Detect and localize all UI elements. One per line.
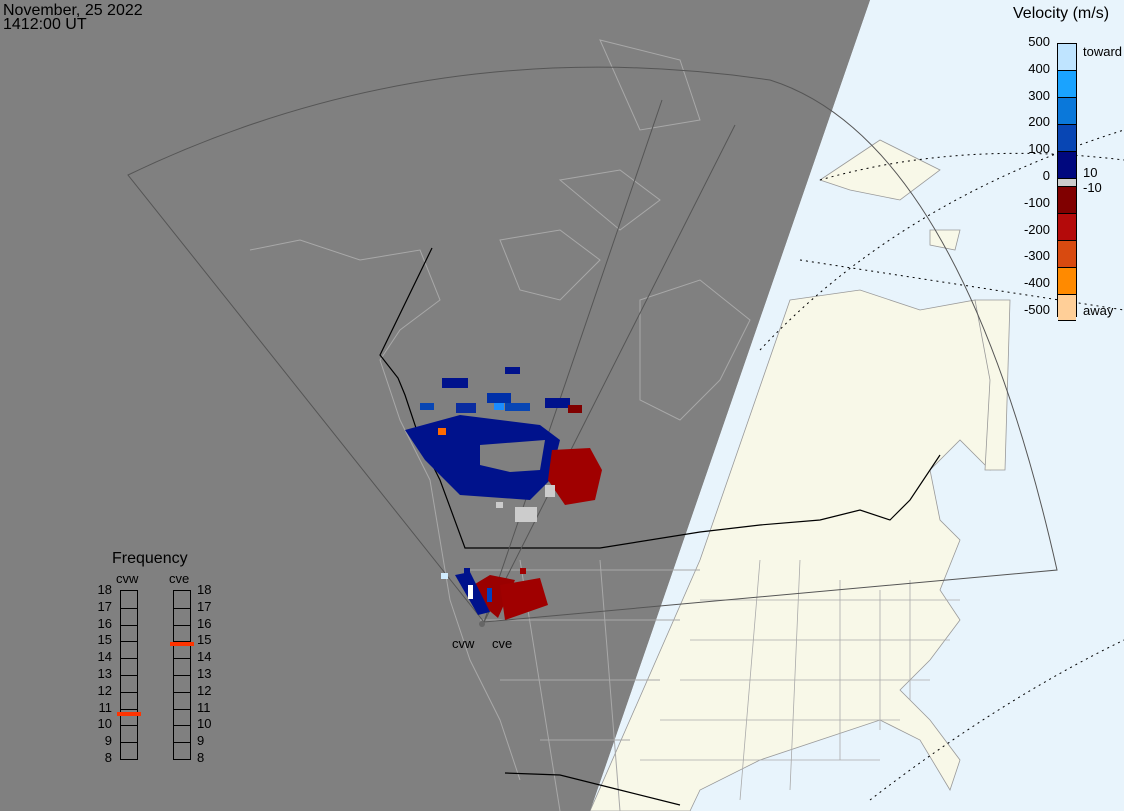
- radar-label-cvw: cvw: [452, 636, 475, 651]
- frequency-tick: 10: [197, 716, 212, 732]
- away-label: away: [1083, 303, 1114, 318]
- colorbar-segment: [1058, 152, 1076, 179]
- state-borders: [640, 559, 960, 801]
- frequency-tick: 14: [197, 649, 212, 665]
- colorbar-segment: [1058, 179, 1076, 187]
- frequency-tick: 9: [104, 733, 112, 749]
- frequency-tick: 16: [197, 615, 212, 631]
- frequency-tick: 8: [197, 750, 205, 765]
- colorbar-tick: -400: [1023, 275, 1050, 291]
- frequency-tick: 11: [197, 699, 211, 715]
- frequency-tick: 15: [97, 632, 112, 648]
- frequency-tick: 14: [97, 649, 112, 665]
- colorbar-tick: -500: [1023, 302, 1050, 317]
- frequency-scale-cvw: [120, 590, 138, 760]
- country-border: [379, 247, 941, 806]
- frequency-tick: 17: [197, 598, 212, 614]
- frequency-scale-cve: [173, 590, 191, 760]
- radar-name-cve: cve: [169, 571, 190, 586]
- colorbar-segment: [1058, 268, 1076, 295]
- frequency-tick: 17: [97, 598, 112, 614]
- colorbar-tick: -200: [1023, 221, 1050, 237]
- latitude-circles: [759, 129, 1124, 801]
- radar-name-cvw: cvw: [116, 571, 139, 586]
- frequency-marker-cvw: [117, 712, 141, 717]
- colorbar-segment: [1058, 98, 1076, 125]
- colorbar-tick: -300: [1023, 248, 1050, 264]
- colorbar-segment: [1058, 44, 1076, 71]
- colorbar-tick: 500: [1028, 34, 1050, 49]
- colorbar-segment: [1058, 71, 1076, 98]
- frequency-tick: 15: [197, 632, 212, 648]
- colorbar-tick: -100: [1023, 194, 1050, 210]
- frequency-tick: 8: [104, 750, 112, 765]
- radar-label-cve: cve: [492, 636, 513, 651]
- night-region: [0, 0, 870, 811]
- frequency-tick: 12: [197, 682, 212, 698]
- frequency-marker-cve: [170, 641, 194, 646]
- colorbar-segment: [1058, 214, 1076, 241]
- colorbar-segment: [1058, 187, 1076, 214]
- frequency-tick: 9: [197, 733, 205, 749]
- frequency-tick: 13: [197, 666, 212, 681]
- frequency-title: Frequency: [112, 550, 188, 567]
- colorbar-tick: 400: [1028, 60, 1050, 76]
- colorbar-segment: [1058, 125, 1076, 152]
- echo-positive-velocity-region: [548, 448, 602, 505]
- frequency-tick: 18: [97, 582, 112, 597]
- gs-lo-label: -10: [1083, 180, 1102, 195]
- frequency-tick: 11: [98, 699, 113, 715]
- velocity-echoes: [405, 367, 602, 627]
- echo-inner-gap: [480, 440, 545, 472]
- frequency-tick: 10: [97, 716, 112, 732]
- colorbar-tick: 100: [1028, 141, 1050, 157]
- colorbar-tick: 0: [1042, 168, 1050, 183]
- night-coastlines: [249, 39, 751, 811]
- frequency-tick: 18: [197, 582, 212, 597]
- colorbar-segment: [1058, 295, 1076, 321]
- colorbar-segment: [1058, 241, 1076, 268]
- date-label: November, 25 2022: [3, 2, 143, 19]
- colorbar-tick: 200: [1028, 114, 1050, 130]
- colorbar-bar: [1057, 43, 1077, 321]
- frequency-tick: 16: [97, 615, 112, 631]
- frequency-tick: 12: [97, 682, 112, 698]
- toward-label: toward: [1083, 44, 1123, 59]
- gs-hi-label: 10: [1083, 165, 1098, 180]
- radar-fov-outlines: [127, 66, 1058, 623]
- time-label: 1412:00 UT: [3, 16, 87, 33]
- colorbar-title: Velocity (m/s): [1013, 5, 1110, 22]
- land-islands: [929, 229, 1011, 471]
- frequency-tick: 13: [97, 666, 112, 681]
- colorbar-tick: 300: [1028, 87, 1050, 103]
